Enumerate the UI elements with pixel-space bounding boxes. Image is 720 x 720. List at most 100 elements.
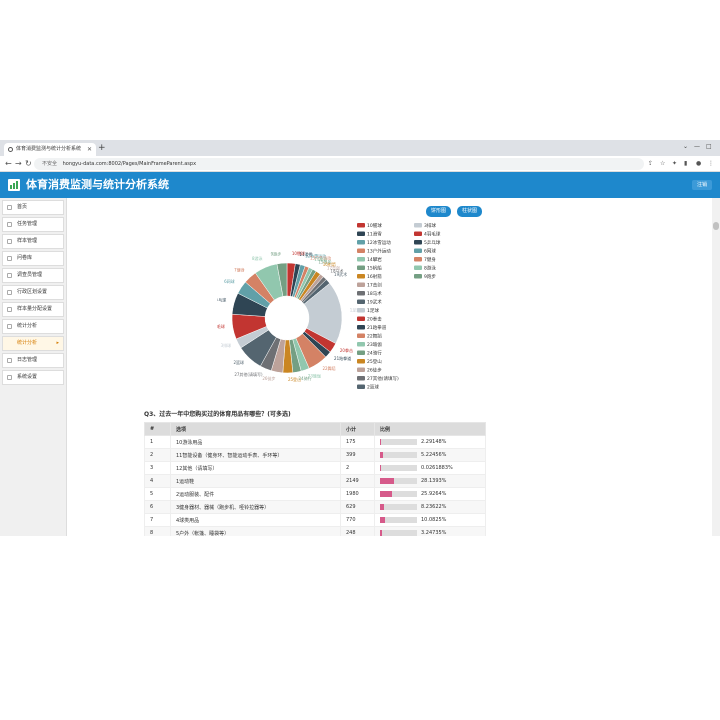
bar-chart-button[interactable]: 柱状图 xyxy=(457,206,483,217)
legend-swatch[interactable] xyxy=(357,384,365,390)
security-label[interactable]: 不安全 xyxy=(42,161,58,167)
legend-swatch[interactable] xyxy=(414,231,422,237)
sidebar-item-tasks[interactable]: 任务管理 xyxy=(2,217,64,232)
legend-label[interactable]: 27其他(请填写) xyxy=(367,375,399,382)
sidebar-item-home[interactable]: 首页 xyxy=(2,200,64,215)
sidebar-item-label: 统计分析 xyxy=(17,340,38,346)
legend-swatch[interactable] xyxy=(357,376,365,381)
legend-swatch[interactable] xyxy=(357,282,365,288)
pie-chart-button[interactable]: 饼形图 xyxy=(426,206,452,217)
legend-swatch[interactable] xyxy=(414,223,422,228)
legend-swatch[interactable] xyxy=(357,359,365,364)
column-header: 小计 xyxy=(340,422,375,436)
sidebar-item-logs[interactable]: 日志管理 xyxy=(2,353,64,368)
option-label: 11智能设备（健身环、智能运动手表、手环等） xyxy=(170,448,341,462)
legend-label[interactable]: 3排球 xyxy=(424,222,436,229)
slice-label: 20拳击 xyxy=(340,347,353,353)
option-label: 2运动服装、配件 xyxy=(170,487,341,501)
star-icon[interactable]: ☆ xyxy=(660,160,666,167)
scrollbar[interactable] xyxy=(712,198,720,536)
legend-swatch[interactable] xyxy=(357,316,365,322)
extensions-icon[interactable]: ✦ xyxy=(672,160,678,167)
legend-label[interactable]: 9跑步 xyxy=(424,273,436,280)
legend-swatch[interactable] xyxy=(357,240,365,245)
legend-swatch[interactable] xyxy=(357,308,365,313)
legend-swatch[interactable] xyxy=(357,248,365,254)
share-icon[interactable]: ⇪ xyxy=(648,160,654,167)
legend-label[interactable]: 1足球 xyxy=(367,307,379,314)
legend-swatch[interactable] xyxy=(357,333,365,339)
legend-label[interactable]: 24骑行 xyxy=(367,350,382,357)
slice-label: 15帆船 xyxy=(318,258,331,264)
legend-swatch[interactable] xyxy=(414,240,422,245)
legend-swatch[interactable] xyxy=(357,231,365,237)
menu-icon[interactable]: ⋮ xyxy=(708,160,714,167)
legend-label[interactable]: 8游泳 xyxy=(424,265,436,272)
legend-swatch[interactable] xyxy=(357,257,365,262)
legend-label[interactable]: 17击剑 xyxy=(367,282,382,289)
sidebar-item-samples[interactable]: 样本管理 xyxy=(2,234,64,249)
legend-label[interactable]: 25登山 xyxy=(367,358,382,365)
maximize-icon[interactable]: □ xyxy=(706,143,712,150)
sidebar-item-allocation[interactable]: 样本量分配设置 xyxy=(2,302,64,317)
pie-slice[interactable] xyxy=(276,262,288,297)
legend-swatch[interactable] xyxy=(357,265,365,271)
legend-label[interactable]: 13户外运动 xyxy=(367,248,391,255)
logout-button[interactable]: 注销 xyxy=(691,180,712,190)
progress-fill xyxy=(380,451,383,458)
legend-swatch[interactable] xyxy=(357,342,365,347)
sidebar-item-regions[interactable]: 行政区划设置 xyxy=(2,285,64,300)
profile-icon[interactable]: ● xyxy=(696,160,702,167)
legend-swatch[interactable] xyxy=(357,325,365,330)
back-icon[interactable]: ← xyxy=(5,159,12,168)
minimize-icon[interactable]: — xyxy=(694,143,700,150)
legend-label[interactable]: 6网球 xyxy=(424,248,436,255)
browser-tab[interactable]: 体育消费监测与统计分析系统 ✕ xyxy=(4,143,96,156)
scrollbar-thumb[interactable] xyxy=(713,222,719,230)
sidebar-item-statistics[interactable]: 统计分析 xyxy=(2,319,64,334)
table-row: 4 1运动鞋 2149 28.1393% xyxy=(144,474,486,488)
sidebar-subitem-statistics[interactable]: 统计分析 ▸ xyxy=(2,336,64,351)
legend-swatch[interactable] xyxy=(357,291,365,296)
legend-swatch[interactable] xyxy=(414,248,422,254)
legend-label[interactable]: 10毽球 xyxy=(367,222,382,229)
legend-label[interactable]: 2篮球 xyxy=(367,384,379,391)
sidebar-item-system[interactable]: 系统设置 xyxy=(2,370,64,385)
legend-label[interactable]: 11滑雪 xyxy=(367,231,382,238)
legend-swatch[interactable] xyxy=(414,265,422,271)
legend-label[interactable]: 15帆船 xyxy=(367,265,382,272)
legend-swatch[interactable] xyxy=(414,257,422,262)
legend-label[interactable]: 20拳击 xyxy=(367,316,382,323)
reload-icon[interactable]: ↻ xyxy=(25,159,32,168)
legend-label[interactable]: 22舞蹈 xyxy=(367,333,382,340)
forward-icon[interactable]: → xyxy=(15,159,22,168)
legend-swatch[interactable] xyxy=(357,350,365,356)
sidebar-item-questionnaire[interactable]: 问卷库 xyxy=(2,251,64,266)
new-tab-button[interactable]: + xyxy=(98,143,106,153)
legend-label[interactable]: 16射箭 xyxy=(367,273,382,280)
legend-label[interactable]: 26徒步 xyxy=(367,367,382,374)
legend-swatch[interactable] xyxy=(357,223,365,228)
legend-label[interactable]: 4羽毛球 xyxy=(424,231,441,238)
legend-label[interactable]: 14攀岩 xyxy=(367,256,382,263)
url-field[interactable]: 不安全 hongyu-data.com:8002/Pages/MainFrame… xyxy=(34,158,644,170)
legend-swatch[interactable] xyxy=(357,299,365,305)
ratio-cell: 0.0261883% xyxy=(374,461,486,475)
sidepanel-icon[interactable]: ▮ xyxy=(684,160,688,167)
legend-label[interactable]: 19武术 xyxy=(367,299,382,306)
legend-label[interactable]: 5乒乓球 xyxy=(424,239,441,246)
legend-swatch[interactable] xyxy=(357,274,365,279)
legend-label[interactable]: 18马术 xyxy=(367,290,382,297)
legend-label[interactable]: 12冰雪运动 xyxy=(367,239,391,246)
legend-swatch[interactable] xyxy=(357,367,365,373)
legend-swatch[interactable] xyxy=(414,274,422,279)
chevron-down-icon[interactable]: ⌄ xyxy=(683,143,689,150)
sidebar-item-surveyors[interactable]: 调查员管理 xyxy=(2,268,64,283)
results-table: # 选项 小计 比例 1 10游泳用品 175 2.29148% 2 11智能设备（健身环… xyxy=(144,422,486,536)
legend-label[interactable]: 23瑜伽 xyxy=(367,341,382,348)
sidebar: 首页 任务管理 样本管理 问卷库 调查员管理 行政区划设置 样本量分配设置 统计… xyxy=(0,198,67,536)
close-icon[interactable]: ✕ xyxy=(86,146,92,153)
legend-label[interactable]: 21跆拳道 xyxy=(367,324,387,331)
option-label: 3健身器材、器械（跑步机、哑铃拉器等） xyxy=(170,500,341,514)
legend-label[interactable]: 7健身 xyxy=(424,256,436,263)
